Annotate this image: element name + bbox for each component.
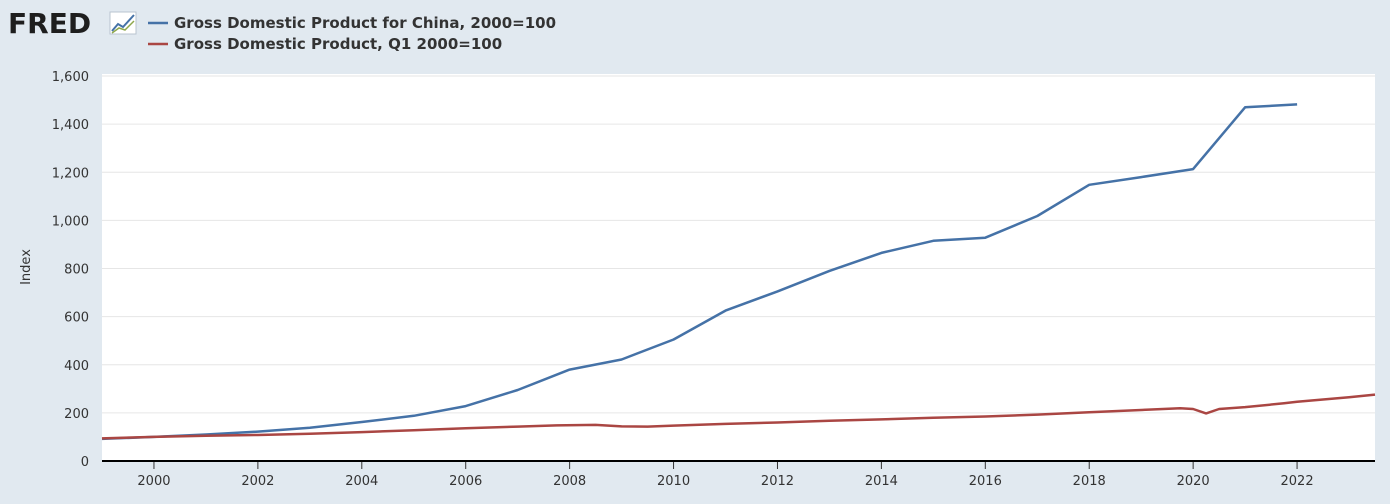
x-tick-label: 2016 bbox=[969, 474, 1002, 489]
x-axis-ticks: 2000 2002 2004 2006 2008 2010 2012 2014 2016 2018… bbox=[137, 461, 1314, 489]
grid-lines bbox=[102, 75, 1375, 414]
y-tick-label: 1,600 bbox=[52, 70, 89, 85]
legend-item-series-1[interactable]: Gross Domestic Product for China, 2000=1… bbox=[148, 14, 556, 32]
y-tick-label: 600 bbox=[64, 311, 89, 326]
x-tick-label: 2002 bbox=[241, 474, 274, 489]
x-tick-label: 2010 bbox=[657, 474, 690, 489]
y-axis-ticks: 0 200 400 600 800 1,000 1,200 1,400 1,600 bbox=[52, 70, 89, 470]
x-tick-label: 2008 bbox=[553, 474, 586, 489]
y-axis-title: Index bbox=[19, 249, 34, 285]
x-tick-label: 2020 bbox=[1177, 474, 1210, 489]
series-line-1[interactable] bbox=[101, 103, 1298, 441]
y-tick-label: 400 bbox=[64, 359, 89, 374]
series-line-2[interactable] bbox=[101, 393, 1376, 440]
fred-logo-text: FRED bbox=[8, 7, 91, 40]
x-tick-label: 2014 bbox=[865, 474, 898, 489]
y-tick-label: 1,000 bbox=[52, 214, 89, 229]
x-tick-label: 2018 bbox=[1073, 474, 1106, 489]
y-tick-label: 0 bbox=[81, 455, 89, 470]
plot-area bbox=[102, 74, 1375, 461]
y-tick-label: 800 bbox=[64, 263, 89, 278]
x-tick-label: 2022 bbox=[1281, 474, 1314, 489]
x-tick-label: 2004 bbox=[345, 474, 378, 489]
x-tick-label: 2012 bbox=[761, 474, 794, 489]
x-tick-label: 2006 bbox=[449, 474, 482, 489]
legend-label-series-1: Gross Domestic Product for China, 2000=1… bbox=[174, 14, 556, 32]
y-tick-label: 200 bbox=[64, 407, 89, 422]
series-lines bbox=[101, 103, 1376, 441]
x-tick-label: 2000 bbox=[137, 474, 170, 489]
trend-chart-icon bbox=[109, 11, 137, 35]
legend: Gross Domestic Product for China, 2000=1… bbox=[148, 14, 556, 53]
y-tick-label: 1,200 bbox=[52, 166, 89, 181]
y-tick-label: 1,400 bbox=[52, 118, 89, 133]
legend-label-series-2: Gross Domestic Product, Q1 2000=100 bbox=[174, 35, 502, 53]
fred-logo[interactable]: FRED bbox=[8, 7, 137, 40]
legend-item-series-2[interactable]: Gross Domestic Product, Q1 2000=100 bbox=[148, 35, 502, 53]
